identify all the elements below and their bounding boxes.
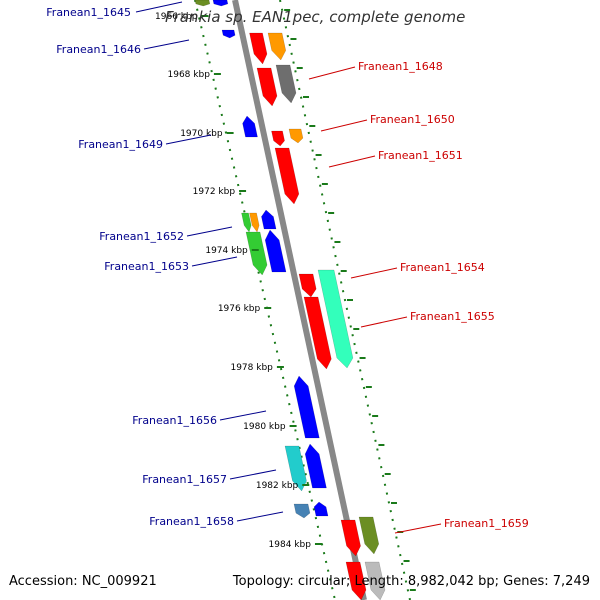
ticks-layer: 1966 kbp 1968 kbp 1970 kbp 1972 kbp 1974 kbp… — [155, 9, 416, 591]
labels-layer: Franean1_1645 Franean1_1646 Franean1_1649 F… — [46, 1, 529, 534]
right-track-border — [279, 0, 411, 600]
gene-label-left: Franean1_1657 — [142, 473, 227, 486]
gene-arrow — [194, 0, 211, 7]
tick-label: 1984 kbp — [269, 540, 312, 550]
gene-arrow — [358, 516, 380, 555]
gene-arrow — [274, 147, 300, 205]
leader-line — [186, 226, 233, 237]
accession-text: Accession: NC_009921 — [9, 574, 157, 589]
gene-label-right: Franean1_1650 — [370, 113, 455, 126]
gene-label-right: Franean1_1648 — [358, 60, 443, 73]
gene-label-left: Franean1_1653 — [104, 260, 189, 273]
gene-arrow — [304, 443, 327, 489]
leader-line — [308, 66, 356, 80]
tracks-layer — [194, 0, 411, 600]
leader-line — [219, 410, 267, 421]
gene-label-right: Franean1_1651 — [378, 149, 463, 162]
gene-label-left: Franean1_1652 — [99, 230, 184, 243]
gene-label-left: Franean1_1649 — [78, 138, 163, 151]
leader-line — [229, 469, 277, 480]
gene-arrow — [249, 32, 268, 65]
tick-label: 1972 kbp — [193, 187, 236, 197]
tick-label: 1982 kbp — [256, 481, 299, 491]
gene-arrow — [288, 128, 304, 144]
gene-label-left: Franean1_1645 — [46, 6, 131, 19]
gene-arrow — [242, 115, 258, 138]
gene-arrow — [267, 32, 287, 61]
gene-arrow — [317, 269, 354, 369]
tick-label: 1980 kbp — [243, 422, 286, 432]
genome-title: Frankia sp. EAN1pec, complete genome — [165, 8, 466, 26]
gene-arrow — [221, 29, 236, 39]
topology-text: Topology: circular; Length: 8,982,042 bp… — [232, 574, 590, 589]
leader-line — [360, 316, 408, 328]
gene-arrow — [293, 375, 320, 439]
gene-arrow — [345, 561, 367, 600]
tick-label: 1974 kbp — [205, 246, 248, 256]
gene-label-left: Franean1_1658 — [149, 515, 234, 528]
tick-label: 1976 kbp — [218, 304, 261, 314]
gene-label-right: Franean1_1654 — [400, 261, 485, 274]
gene-label-left: Franean1_1646 — [56, 43, 141, 56]
leader-line — [236, 511, 284, 522]
gene-arrow — [298, 273, 317, 298]
leader-line — [350, 267, 398, 279]
gene-arrow — [303, 296, 332, 370]
gene-arrow — [212, 0, 229, 7]
gene-label-right: Franean1_1659 — [444, 517, 529, 530]
gene-arrow — [249, 212, 260, 233]
gene-arrow — [245, 231, 268, 276]
gene-arrow — [264, 229, 287, 273]
leader-line — [320, 119, 368, 132]
tick-label: 1966 kbp — [155, 12, 198, 22]
genome-backbone — [232, 0, 367, 600]
gene-arrow — [293, 503, 311, 519]
leader-line — [135, 1, 183, 13]
gene-arrow — [256, 67, 278, 107]
gene-arrow — [261, 209, 277, 230]
gene-arrow — [241, 212, 252, 233]
genes-layer — [194, 0, 386, 600]
gene-label-right: Franean1_1655 — [410, 310, 495, 323]
gene-arrow — [364, 561, 386, 600]
gene-arrow — [275, 64, 297, 104]
leader-line — [394, 523, 442, 534]
leader-line — [328, 155, 376, 168]
gene-arrow — [340, 519, 361, 557]
leader-line — [165, 134, 212, 145]
gene-label-left: Franean1_1656 — [132, 414, 217, 427]
tick-label: 1970 kbp — [180, 129, 223, 139]
gene-arrow — [271, 130, 285, 147]
tick-label: 1968 kbp — [168, 70, 211, 80]
leader-line — [143, 39, 190, 50]
left-track-border — [194, 0, 336, 600]
tick-label: 1978 kbp — [230, 363, 273, 373]
leader-line — [191, 256, 238, 267]
gene-arrow — [313, 501, 329, 517]
